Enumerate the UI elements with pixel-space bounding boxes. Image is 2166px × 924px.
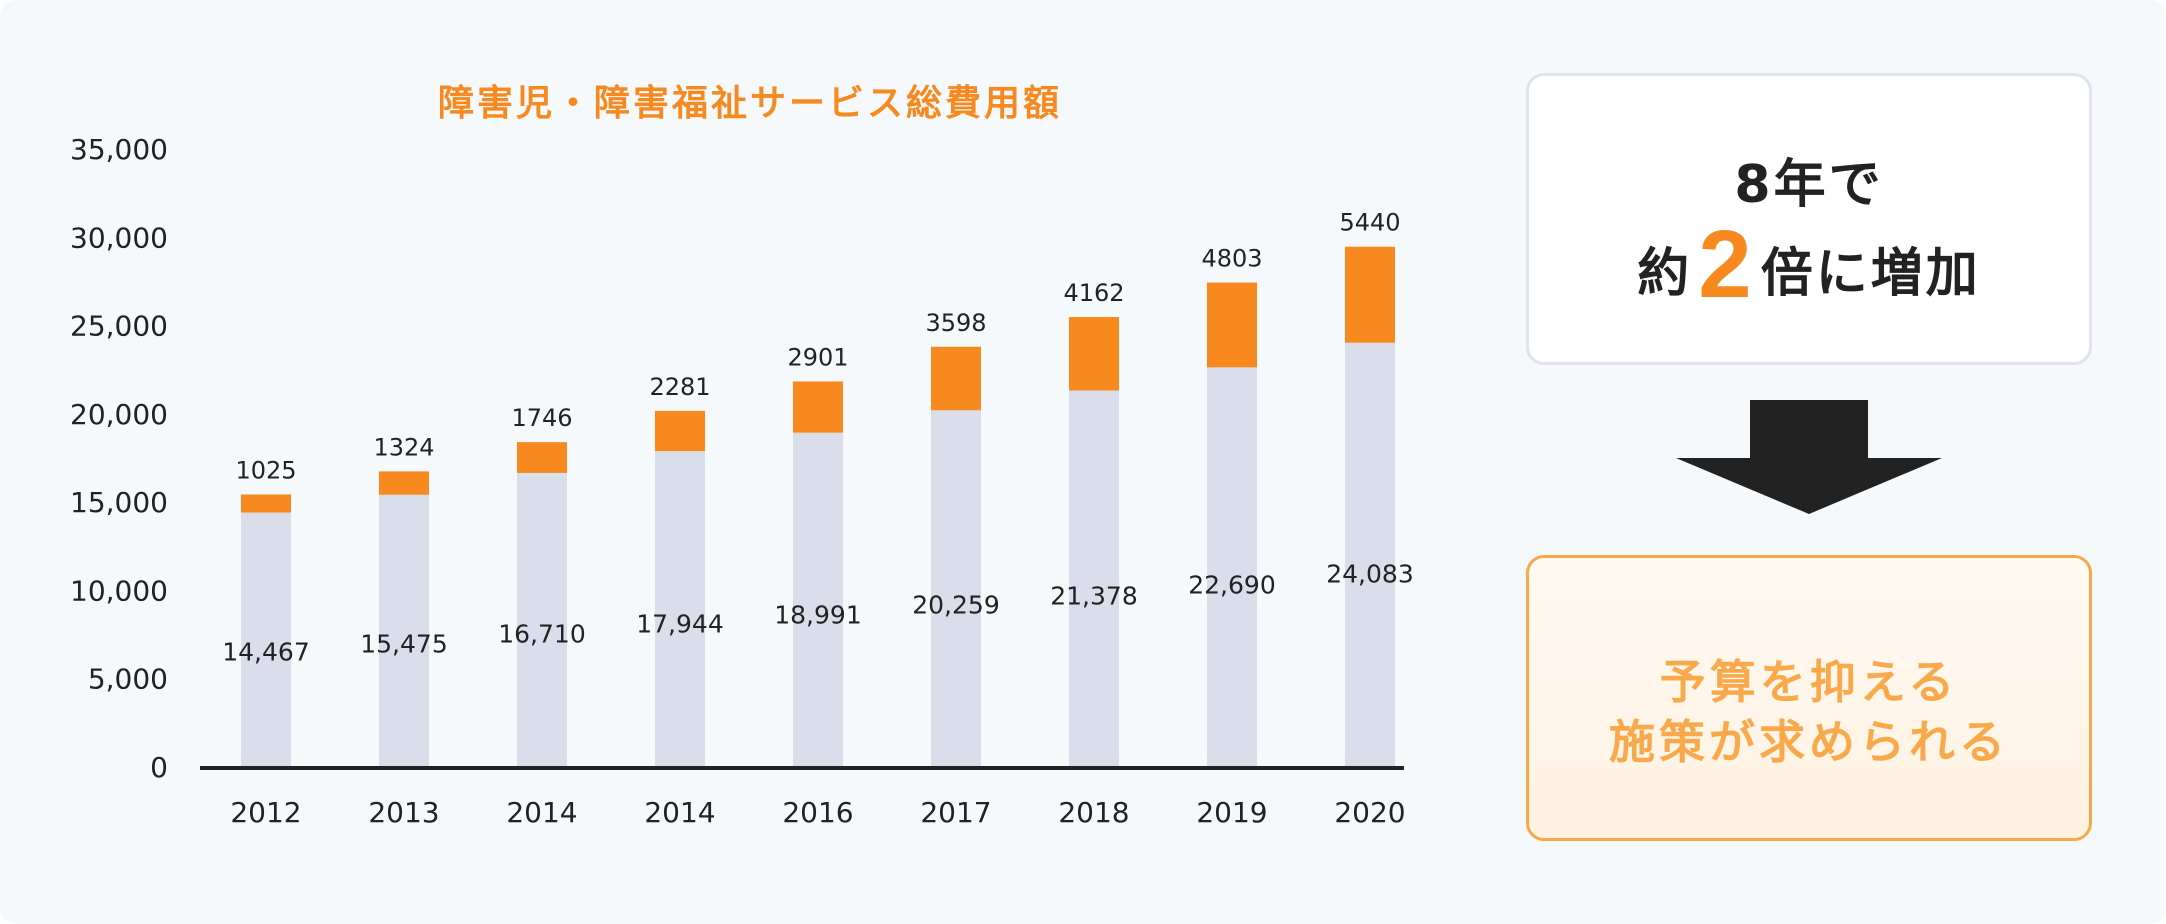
bar-base-2013 [379, 494, 429, 768]
bar-base-2020 [1345, 342, 1395, 768]
base-value-label: 22,690 [1188, 571, 1275, 600]
bar-increase-2014 [517, 442, 567, 473]
x-tick-label: 2016 [782, 796, 853, 829]
base-value-label: 14,467 [222, 637, 309, 666]
base-value-label: 15,475 [360, 629, 447, 658]
x-tick-label: 2014 [644, 796, 715, 829]
y-tick-label: 15,000 [70, 486, 168, 519]
x-tick-label: 2017 [920, 796, 991, 829]
callout-line2: 約2 倍に増加 [1529, 210, 2089, 320]
bar-base-2019 [1207, 367, 1257, 768]
callout-number: 2 [1698, 211, 1755, 318]
x-tick-label: 2014 [506, 796, 577, 829]
callout-suffix: 倍に増加 [1760, 244, 1981, 304]
down-arrow-icon [1676, 400, 1942, 514]
x-tick-label: 2020 [1334, 796, 1405, 829]
increase-value-label: 5440 [1339, 209, 1400, 237]
y-tick-label: 30,000 [70, 221, 168, 254]
increase-value-label: 4162 [1063, 279, 1124, 307]
bar-increase-2014 [655, 410, 705, 452]
increase-value-label: 2901 [787, 343, 848, 371]
increase-callout: 8年で 約2 倍に増加 [1526, 73, 2092, 365]
stacked-bar-chart: 0 5,000 10,000 15,000 20,000 25,000 30,000 35,0… [70, 133, 1414, 829]
x-tick-label: 2019 [1196, 796, 1267, 829]
y-tick-label: 0 [150, 751, 168, 784]
callout-prefix: 約 [1637, 244, 1693, 304]
bar-increase-2018 [1069, 317, 1119, 391]
conclusion-line2: 施策が求められる [1609, 715, 2009, 769]
increase-value-label: 1025 [235, 456, 296, 484]
x-tick-label: 2012 [230, 796, 301, 829]
bar-increase-2012 [241, 494, 291, 513]
conclusion-box: 予算を抑える 施策が求められる [1526, 555, 2092, 841]
base-value-label: 18,991 [774, 601, 861, 630]
conclusion-line1: 予算を抑える [1659, 655, 1959, 709]
base-value-label: 17,944 [636, 609, 723, 638]
bar-increase-2020 [1345, 246, 1395, 343]
increase-value-label: 3598 [925, 309, 986, 337]
y-tick-label: 5,000 [88, 663, 168, 696]
increase-value-label: 1324 [373, 433, 434, 461]
base-value-label: 20,259 [912, 590, 999, 619]
increase-value-label: 1746 [511, 404, 572, 432]
increase-value-label: 4803 [1201, 245, 1262, 273]
bar-increase-2017 [931, 346, 981, 411]
base-value-label: 24,083 [1326, 559, 1413, 588]
chart-title: 障害児・障害福祉サービス総費用額 [437, 83, 1062, 124]
increase-value-label: 2281 [649, 373, 710, 401]
x-tick-label: 2013 [368, 796, 439, 829]
bar-base-2018 [1069, 390, 1119, 768]
bar-base-2014 [655, 451, 705, 768]
bar-increase-2019 [1207, 282, 1257, 368]
y-tick-label: 35,000 [70, 133, 168, 166]
callout-line1: 8年で [1734, 155, 1884, 215]
base-value-label: 16,710 [498, 619, 585, 648]
bar-increase-2016 [793, 381, 843, 433]
base-value-label: 21,378 [1050, 581, 1137, 610]
bar-base-2017 [931, 410, 981, 768]
y-tick-label: 10,000 [70, 574, 168, 607]
bar-base-2012 [241, 512, 291, 768]
x-tick-label: 2018 [1058, 796, 1129, 829]
bar-base-2014 [517, 472, 567, 768]
bar-increase-2013 [379, 471, 429, 495]
bar-base-2016 [793, 432, 843, 768]
y-tick-label: 25,000 [70, 310, 168, 343]
y-tick-label: 20,000 [70, 398, 168, 431]
